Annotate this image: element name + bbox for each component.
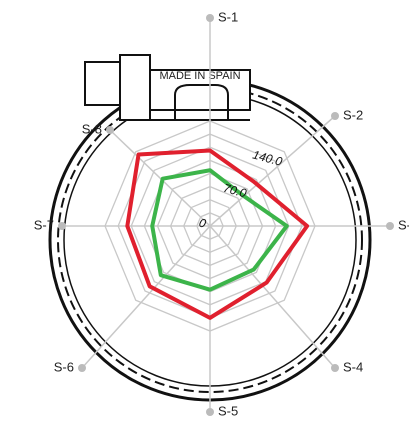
axis-line (109, 129, 211, 227)
axis-line (81, 225, 211, 369)
axis-label: S-2 (343, 107, 363, 122)
series-line (150, 168, 289, 292)
axis-label: S-5 (218, 403, 238, 418)
axis-dot (331, 364, 339, 372)
y-tick-label: 70.0 (222, 181, 248, 201)
axis-label: S-4 (343, 359, 363, 374)
axis-label: S-3 (398, 217, 409, 232)
axis-label: S-7 (34, 217, 54, 232)
axis-line (209, 115, 336, 227)
series-line (125, 148, 310, 320)
axis-dot (386, 222, 394, 230)
y-tick-label: 0 (197, 216, 207, 231)
axis-dot (106, 126, 114, 134)
axis-dot (58, 222, 66, 230)
axis-label: S-6 (54, 359, 74, 374)
axis-label: S-1 (218, 9, 238, 24)
axis-label: S-8 (82, 121, 102, 136)
axis-dot (206, 408, 214, 416)
axis-dot (206, 14, 214, 22)
photo-label: MADE IN SPAIN (159, 70, 240, 82)
axis-line (209, 225, 336, 369)
axis-dot (78, 364, 86, 372)
axis-dot (331, 112, 339, 120)
